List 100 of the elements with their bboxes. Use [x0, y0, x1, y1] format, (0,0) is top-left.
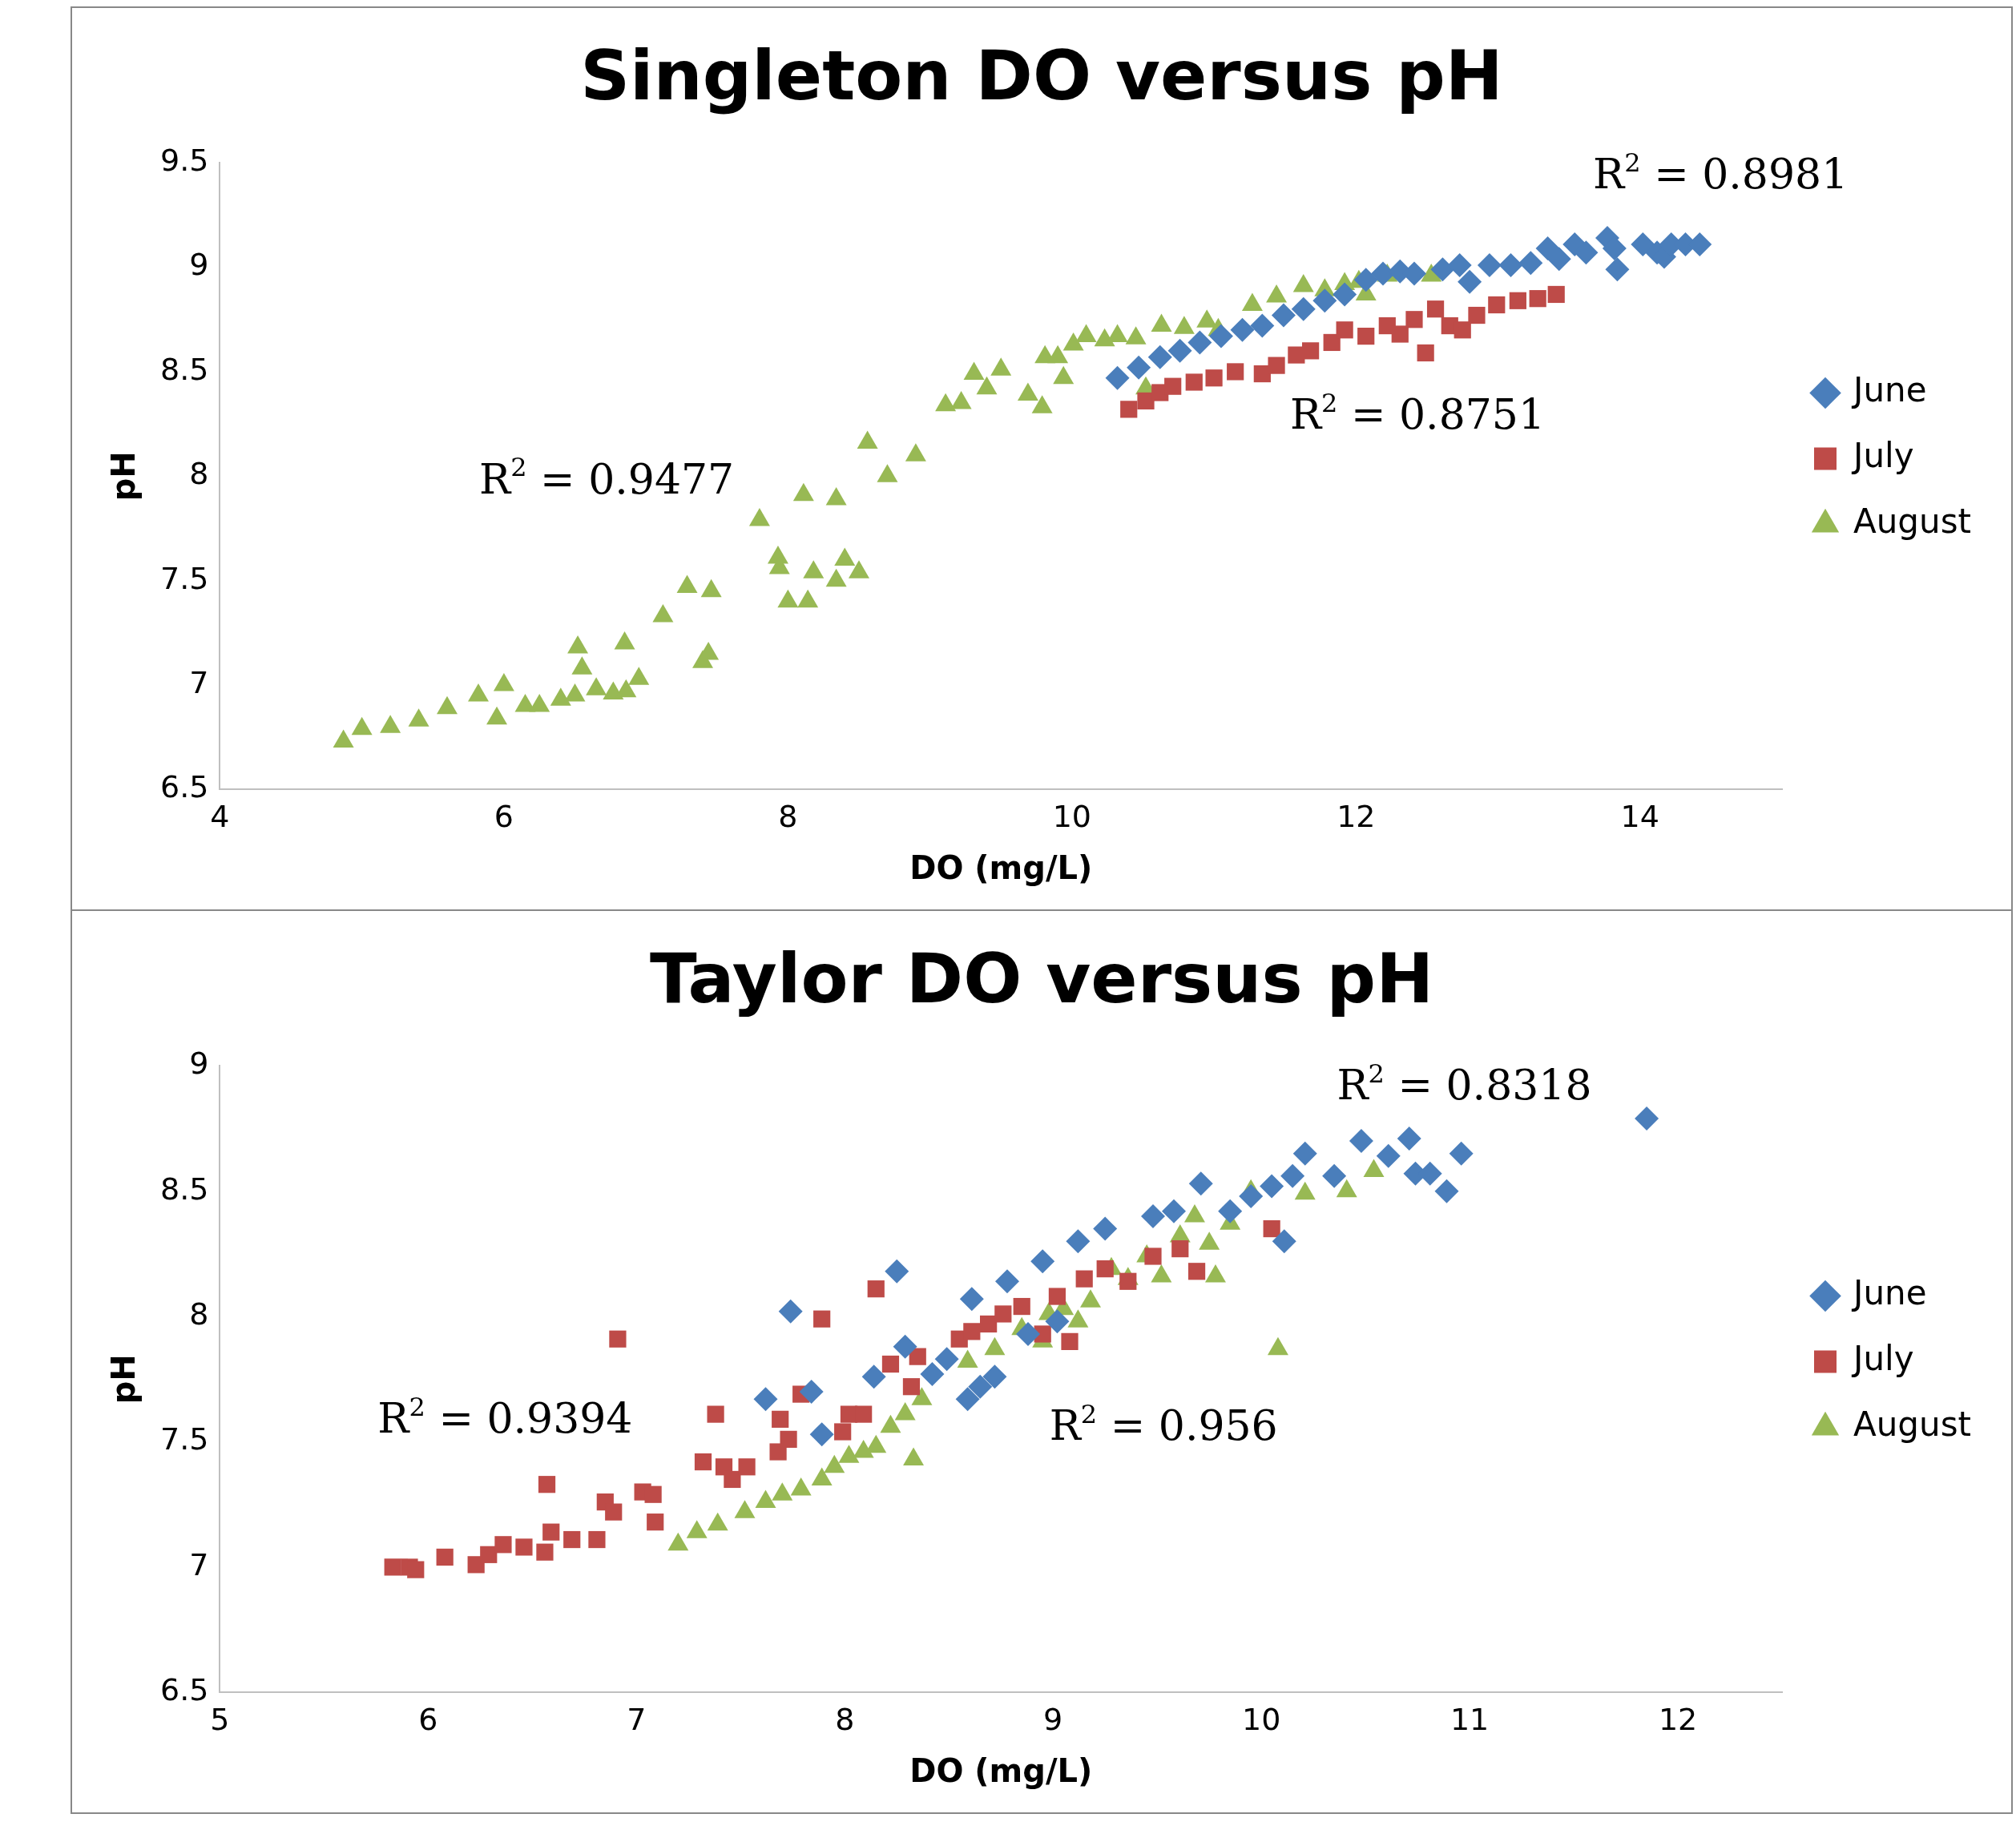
point	[780, 1430, 797, 1448]
point	[1426, 300, 1445, 318]
point	[1272, 1229, 1296, 1254]
point	[861, 1364, 886, 1389]
legend-label: August	[1853, 502, 1971, 542]
point	[588, 1530, 606, 1549]
point	[1171, 1240, 1189, 1258]
y-axis-title: pH	[105, 451, 143, 502]
x-tick-label: 4	[210, 799, 230, 835]
point	[980, 1315, 998, 1333]
point	[778, 1299, 803, 1324]
point	[1447, 252, 1472, 277]
y-tick-label: 6.5	[160, 769, 209, 805]
point	[1518, 251, 1543, 276]
point	[536, 1543, 554, 1561]
point	[1631, 232, 1655, 256]
point	[1529, 290, 1546, 308]
x-tick-label: 12	[1337, 799, 1376, 835]
y-tick-label: 8.5	[160, 351, 209, 387]
point	[515, 1538, 533, 1556]
point	[407, 1561, 425, 1578]
x-axis-title: DO (mg/L)	[909, 1752, 1093, 1790]
x-axis-title: DO (mg/L)	[909, 849, 1093, 887]
point	[920, 1362, 945, 1387]
x-tick-label: 10	[1241, 1702, 1281, 1738]
point	[1016, 1321, 1041, 1346]
point	[1405, 311, 1423, 329]
point	[436, 1548, 454, 1566]
x-tick-label: 10	[1052, 799, 1092, 835]
point	[563, 1530, 581, 1549]
y-tick-label: 8	[189, 1296, 209, 1332]
point	[1185, 373, 1203, 391]
point	[1137, 392, 1155, 410]
point	[1336, 321, 1353, 339]
x-tick-label: 8	[835, 1702, 855, 1738]
point	[1218, 1199, 1243, 1223]
point	[1357, 328, 1375, 345]
point	[1188, 1171, 1213, 1196]
point	[1468, 306, 1486, 324]
point	[1430, 257, 1455, 282]
point	[813, 1310, 831, 1328]
point	[1161, 1199, 1186, 1223]
x-tick-label: 5	[210, 1702, 230, 1738]
point	[1397, 1126, 1421, 1151]
point	[1353, 268, 1378, 292]
point	[1323, 333, 1341, 352]
y-tick-label: 6.5	[160, 1672, 209, 1708]
y-tick-label: 7.5	[160, 560, 209, 596]
y-axis-title: pH	[105, 1354, 143, 1405]
point	[1547, 285, 1565, 304]
point	[1434, 1179, 1459, 1203]
y-tick-label: 9.5	[160, 143, 209, 179]
point	[384, 1558, 401, 1576]
point	[738, 1458, 756, 1476]
point	[1120, 401, 1138, 418]
point	[834, 1423, 852, 1441]
point	[1535, 236, 1560, 261]
point	[1230, 317, 1255, 342]
point	[1127, 355, 1151, 380]
point	[909, 1348, 926, 1365]
point	[1488, 296, 1506, 314]
point	[809, 1422, 834, 1447]
point	[1205, 369, 1223, 387]
point	[753, 1387, 778, 1412]
point	[1268, 357, 1285, 374]
point	[609, 1330, 627, 1348]
point	[1061, 1332, 1079, 1350]
x-tick-label: 9	[1043, 1702, 1063, 1738]
point	[1291, 296, 1316, 321]
y-tick-label: 9	[189, 1046, 209, 1082]
legend-label: July	[1851, 1339, 1914, 1379]
point	[1013, 1297, 1030, 1316]
point	[494, 1536, 512, 1554]
point	[855, 1405, 873, 1423]
point	[968, 1374, 993, 1399]
point	[1605, 257, 1630, 282]
point	[934, 1347, 959, 1372]
point	[1045, 1309, 1070, 1334]
point	[1477, 252, 1502, 277]
point	[1096, 1260, 1114, 1278]
point	[893, 1334, 917, 1359]
point	[902, 1378, 921, 1396]
point	[1167, 338, 1192, 363]
x-tick-label: 6	[494, 799, 514, 835]
point	[1164, 377, 1182, 395]
chart-title: Taylor DO versus pH	[649, 937, 1434, 1018]
point	[1376, 1143, 1401, 1168]
point	[707, 1405, 724, 1423]
y-tick-label: 8.5	[160, 1171, 209, 1207]
point	[538, 1476, 556, 1493]
point	[995, 1269, 1020, 1294]
point	[1119, 1272, 1137, 1290]
point	[1187, 330, 1212, 355]
point	[1239, 1183, 1264, 1208]
point	[1509, 292, 1526, 309]
point	[772, 1410, 789, 1428]
y-tick-label: 8	[189, 456, 209, 492]
point	[799, 1379, 824, 1404]
point	[605, 1503, 623, 1521]
y-tick-label: 7	[189, 1546, 209, 1582]
